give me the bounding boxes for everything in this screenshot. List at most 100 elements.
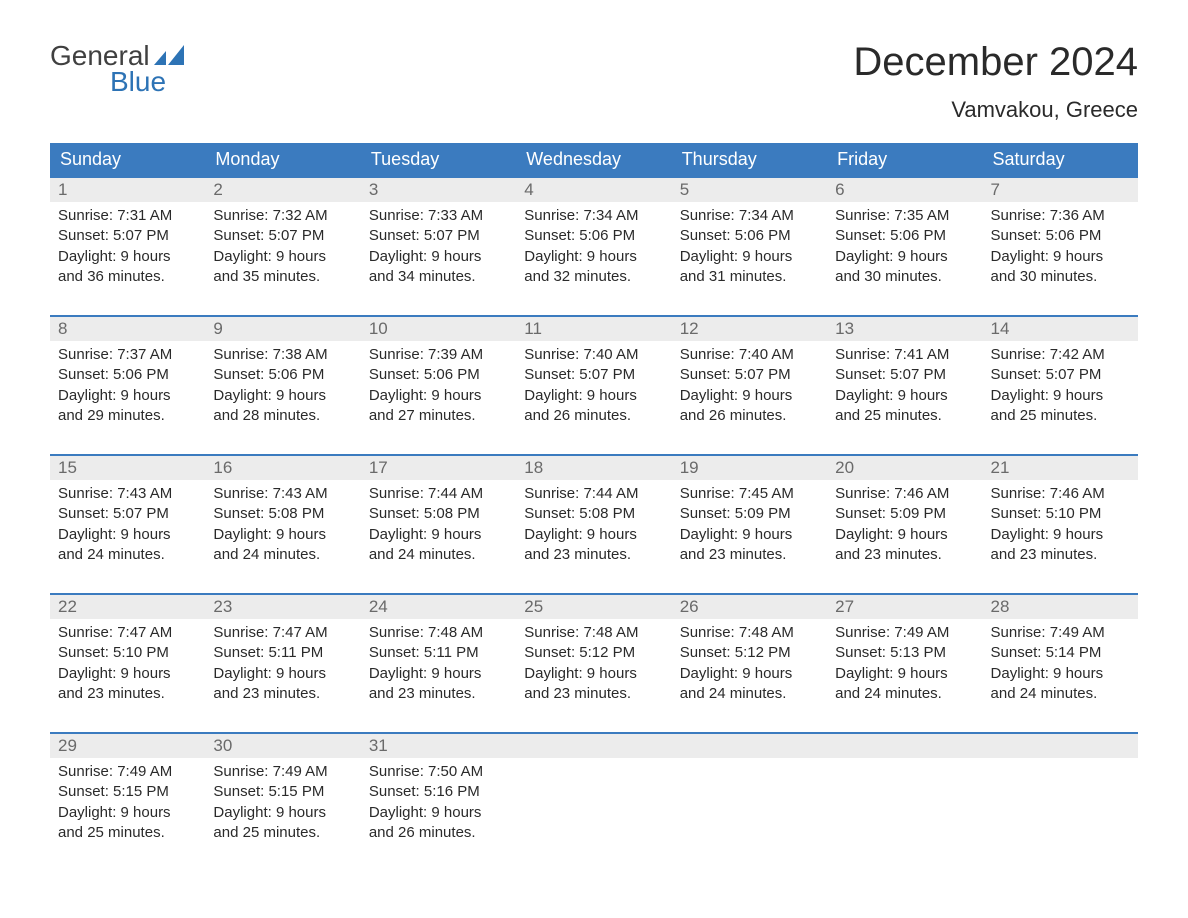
- sunset-line: Sunset: 5:06 PM: [524, 226, 663, 246]
- day-number: 23: [205, 594, 360, 619]
- daylight-line1: Daylight: 9 hours: [524, 525, 663, 545]
- sunrise-line: Sunrise: 7:31 AM: [58, 206, 197, 226]
- day-cell: Sunrise: 7:47 AMSunset: 5:11 PMDaylight:…: [205, 619, 360, 733]
- title-block: December 2024 Vamvakou, Greece: [853, 40, 1138, 123]
- week-daynum-row: 22232425262728: [50, 594, 1138, 619]
- daylight-line2: and 23 minutes.: [213, 684, 352, 704]
- page-title: December 2024: [853, 40, 1138, 85]
- sunrise-line: Sunrise: 7:42 AM: [991, 345, 1130, 365]
- calendar-table: SundayMondayTuesdayWednesdayThursdayFrid…: [50, 143, 1138, 871]
- sunset-line: Sunset: 5:07 PM: [991, 365, 1130, 385]
- daylight-line1: Daylight: 9 hours: [369, 803, 508, 823]
- daylight-line1: Daylight: 9 hours: [835, 525, 974, 545]
- day-cell: Sunrise: 7:42 AMSunset: 5:07 PMDaylight:…: [983, 341, 1138, 455]
- sunrise-line: Sunrise: 7:44 AM: [524, 484, 663, 504]
- daylight-line2: and 30 minutes.: [835, 267, 974, 287]
- sunrise-line: Sunrise: 7:38 AM: [213, 345, 352, 365]
- daylight-line2: and 25 minutes.: [213, 823, 352, 843]
- sunset-line: Sunset: 5:06 PM: [213, 365, 352, 385]
- daylight-line1: Daylight: 9 hours: [680, 664, 819, 684]
- day-cell: [983, 758, 1138, 871]
- daylight-line2: and 32 minutes.: [524, 267, 663, 287]
- day-number: 17: [361, 455, 516, 480]
- daylight-line2: and 26 minutes.: [369, 823, 508, 843]
- day-number: 30: [205, 733, 360, 758]
- sunset-line: Sunset: 5:06 PM: [680, 226, 819, 246]
- day-number: 21: [983, 455, 1138, 480]
- day-header: Friday: [827, 143, 982, 177]
- day-cell: Sunrise: 7:44 AMSunset: 5:08 PMDaylight:…: [516, 480, 671, 594]
- daylight-line2: and 28 minutes.: [213, 406, 352, 426]
- day-cell: Sunrise: 7:48 AMSunset: 5:12 PMDaylight:…: [516, 619, 671, 733]
- day-number: 9: [205, 316, 360, 341]
- day-number: [672, 733, 827, 758]
- day-number: 22: [50, 594, 205, 619]
- daylight-line1: Daylight: 9 hours: [991, 247, 1130, 267]
- daylight-line1: Daylight: 9 hours: [58, 247, 197, 267]
- sunset-line: Sunset: 5:06 PM: [991, 226, 1130, 246]
- daylight-line2: and 23 minutes.: [680, 545, 819, 565]
- sunrise-line: Sunrise: 7:49 AM: [991, 623, 1130, 643]
- sunrise-line: Sunrise: 7:44 AM: [369, 484, 508, 504]
- week-content-row: Sunrise: 7:49 AMSunset: 5:15 PMDaylight:…: [50, 758, 1138, 871]
- day-cell: [516, 758, 671, 871]
- daylight-line2: and 24 minutes.: [213, 545, 352, 565]
- daylight-line1: Daylight: 9 hours: [524, 664, 663, 684]
- sunset-line: Sunset: 5:07 PM: [835, 365, 974, 385]
- day-number: [827, 733, 982, 758]
- day-cell: Sunrise: 7:49 AMSunset: 5:15 PMDaylight:…: [50, 758, 205, 871]
- day-cell: Sunrise: 7:45 AMSunset: 5:09 PMDaylight:…: [672, 480, 827, 594]
- sunrise-line: Sunrise: 7:50 AM: [369, 762, 508, 782]
- sunrise-line: Sunrise: 7:43 AM: [58, 484, 197, 504]
- day-number: 26: [672, 594, 827, 619]
- daylight-line2: and 23 minutes.: [369, 684, 508, 704]
- daylight-line2: and 34 minutes.: [369, 267, 508, 287]
- day-number: [983, 733, 1138, 758]
- week-content-row: Sunrise: 7:31 AMSunset: 5:07 PMDaylight:…: [50, 202, 1138, 316]
- sunset-line: Sunset: 5:10 PM: [58, 643, 197, 663]
- day-number: 8: [50, 316, 205, 341]
- daylight-line2: and 27 minutes.: [369, 406, 508, 426]
- day-number: [516, 733, 671, 758]
- sunset-line: Sunset: 5:08 PM: [213, 504, 352, 524]
- day-cell: Sunrise: 7:49 AMSunset: 5:15 PMDaylight:…: [205, 758, 360, 871]
- daylight-line1: Daylight: 9 hours: [213, 525, 352, 545]
- day-header: Monday: [205, 143, 360, 177]
- daylight-line1: Daylight: 9 hours: [991, 525, 1130, 545]
- daylight-line2: and 25 minutes.: [58, 823, 197, 843]
- daylight-line2: and 26 minutes.: [680, 406, 819, 426]
- header: General Blue December 2024 Vamvakou, Gre…: [50, 40, 1138, 123]
- daylight-line2: and 23 minutes.: [524, 545, 663, 565]
- sunset-line: Sunset: 5:15 PM: [58, 782, 197, 802]
- daylight-line2: and 24 minutes.: [680, 684, 819, 704]
- daylight-line2: and 26 minutes.: [524, 406, 663, 426]
- sunrise-line: Sunrise: 7:48 AM: [524, 623, 663, 643]
- daylight-line1: Daylight: 9 hours: [680, 386, 819, 406]
- logo: General Blue: [50, 40, 184, 98]
- day-number: 19: [672, 455, 827, 480]
- daylight-line2: and 24 minutes.: [835, 684, 974, 704]
- day-cell: Sunrise: 7:44 AMSunset: 5:08 PMDaylight:…: [361, 480, 516, 594]
- day-number: 31: [361, 733, 516, 758]
- daylight-line1: Daylight: 9 hours: [369, 525, 508, 545]
- sunset-line: Sunset: 5:10 PM: [991, 504, 1130, 524]
- day-cell: Sunrise: 7:32 AMSunset: 5:07 PMDaylight:…: [205, 202, 360, 316]
- sunrise-line: Sunrise: 7:49 AM: [835, 623, 974, 643]
- day-cell: Sunrise: 7:48 AMSunset: 5:11 PMDaylight:…: [361, 619, 516, 733]
- day-number: 14: [983, 316, 1138, 341]
- sunset-line: Sunset: 5:12 PM: [680, 643, 819, 663]
- day-number: 24: [361, 594, 516, 619]
- day-number: 18: [516, 455, 671, 480]
- day-cell: Sunrise: 7:38 AMSunset: 5:06 PMDaylight:…: [205, 341, 360, 455]
- day-number: 5: [672, 177, 827, 202]
- week-content-row: Sunrise: 7:47 AMSunset: 5:10 PMDaylight:…: [50, 619, 1138, 733]
- day-cell: [827, 758, 982, 871]
- sunrise-line: Sunrise: 7:34 AM: [680, 206, 819, 226]
- week-daynum-row: 891011121314: [50, 316, 1138, 341]
- day-number: 2: [205, 177, 360, 202]
- daylight-line2: and 23 minutes.: [524, 684, 663, 704]
- day-cell: Sunrise: 7:46 AMSunset: 5:10 PMDaylight:…: [983, 480, 1138, 594]
- daylight-line2: and 23 minutes.: [58, 684, 197, 704]
- sunset-line: Sunset: 5:14 PM: [991, 643, 1130, 663]
- day-header: Tuesday: [361, 143, 516, 177]
